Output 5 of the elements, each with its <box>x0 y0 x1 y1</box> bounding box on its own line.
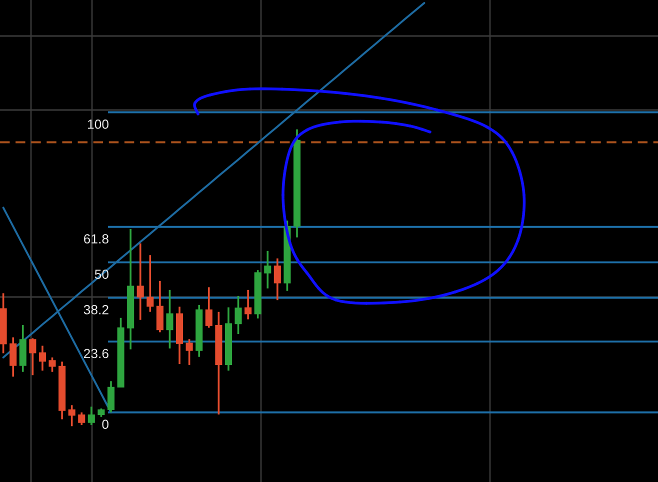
ref-line-label: 23.6 <box>84 348 108 358</box>
ref-line-label: 61.8 <box>84 234 108 244</box>
ref-line-label: 38.2 <box>84 305 108 314</box>
ref-line-label: 0 <box>102 420 108 430</box>
ref-line-label: 100 <box>88 120 108 129</box>
